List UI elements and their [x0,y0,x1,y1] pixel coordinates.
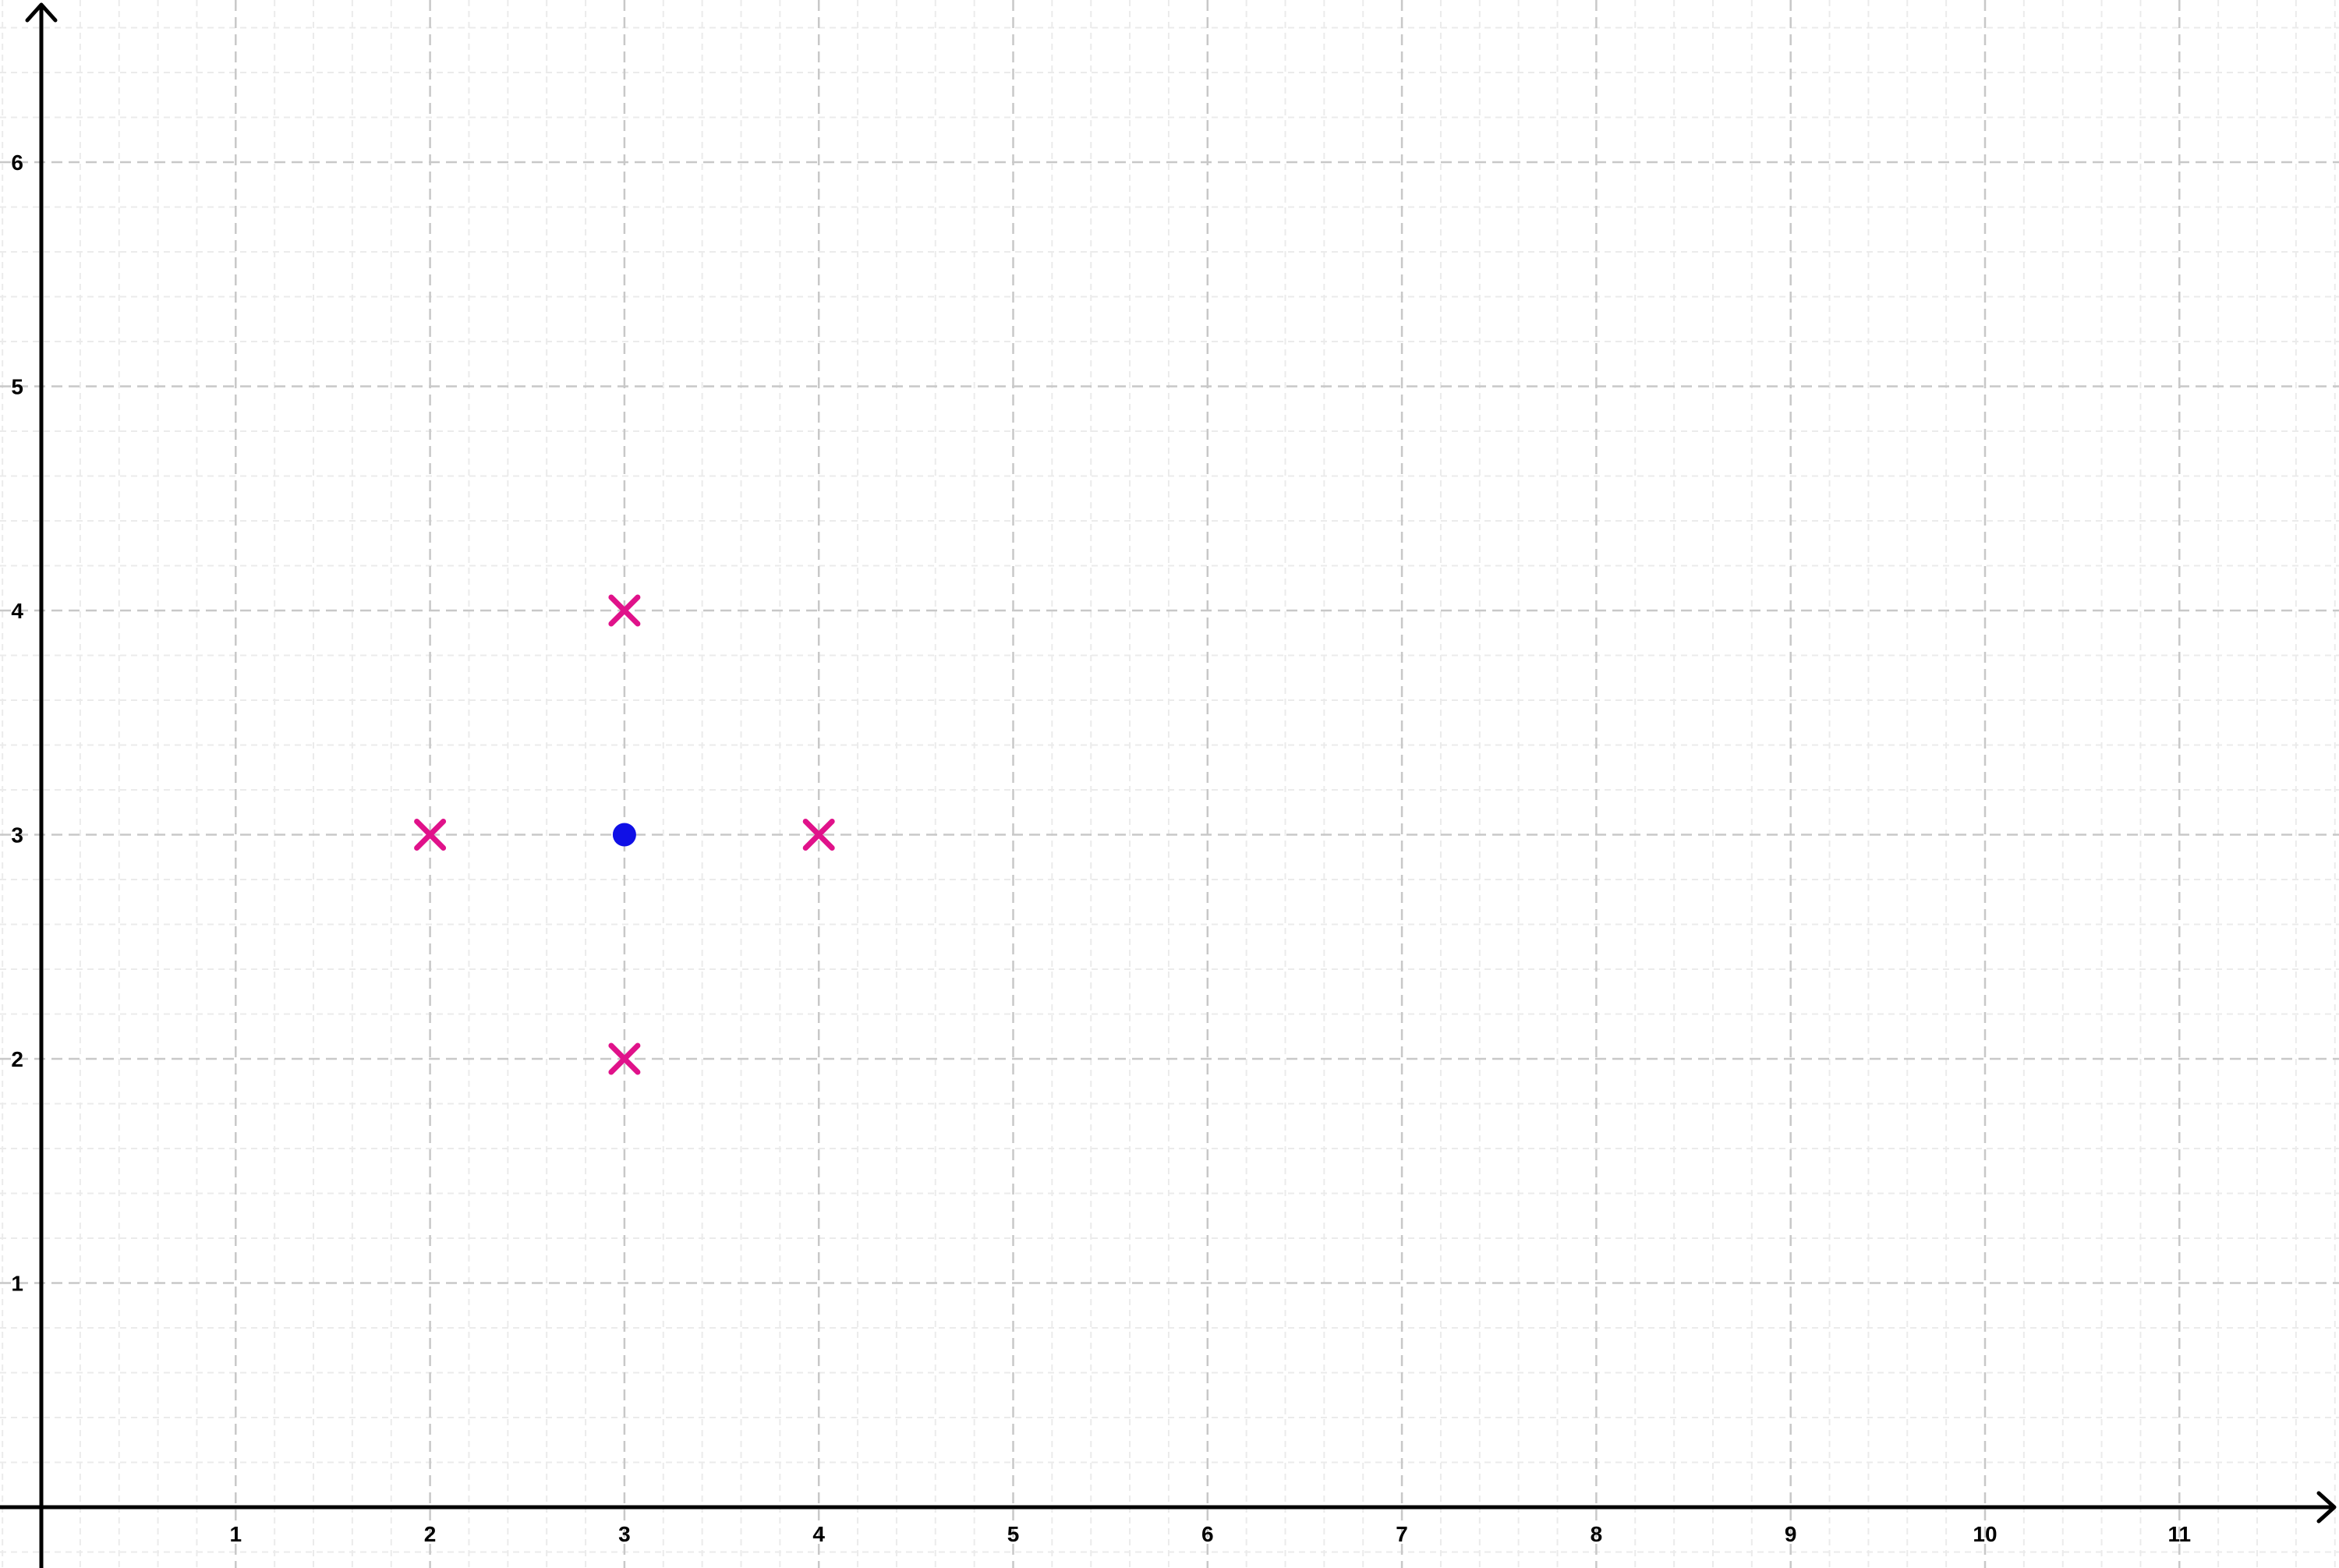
x-tick-label: 6 [1201,1522,1214,1546]
x-axis-arrowhead [2316,1491,2337,1524]
y-tick-label: 4 [11,599,23,623]
x-tick-label: 8 [1591,1522,1603,1546]
x-tick-label: 9 [1785,1522,1797,1546]
x-tick-label: 1 [230,1522,242,1546]
dot-marker [612,823,636,847]
x-tick-label: 2 [424,1522,437,1546]
y-axis-tick-labels: 1 2 3 4 5 6 [11,150,23,1296]
x-tick-label: 7 [1396,1522,1408,1546]
x-tick-label: 3 [618,1522,631,1546]
x-tick-label: 4 [812,1522,825,1546]
y-tick-label: 1 [11,1272,23,1296]
y-tick-label: 2 [11,1047,23,1071]
data-points [414,594,835,1075]
cross-marker [414,819,447,851]
cross-marker [608,1042,641,1075]
y-tick-label: 3 [11,823,23,848]
cross-marker [608,594,641,627]
y-tick-label: 6 [11,150,23,175]
x-tick-label: 11 [2167,1522,2191,1546]
x-axis-tick-labels: 1 2 3 4 5 6 7 8 9 10 11 [230,1522,2192,1546]
cross-marker [802,819,835,851]
x-tick-label: 5 [1007,1522,1020,1546]
y-tick-label: 5 [11,375,23,399]
y-axis-arrowhead [25,2,58,23]
x-tick-label: 10 [1973,1522,1997,1546]
